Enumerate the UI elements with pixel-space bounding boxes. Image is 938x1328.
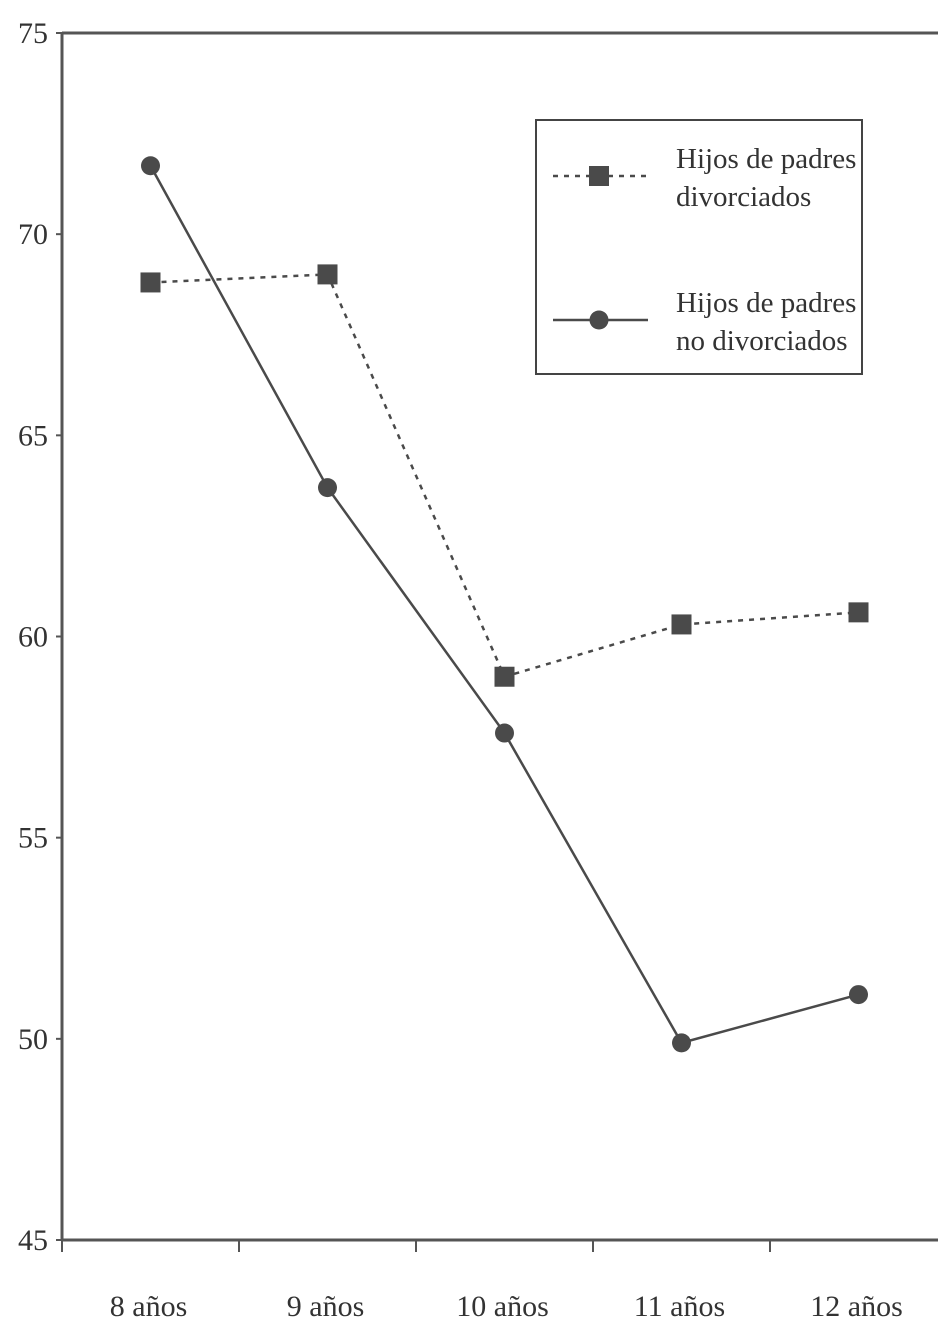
y-tick-label: 60: [18, 621, 48, 654]
series-2: [141, 156, 868, 1053]
x-tick-label: 12 años: [810, 1290, 903, 1323]
circle-marker: [495, 723, 514, 743]
y-tick-label: 55: [18, 822, 48, 855]
square-marker: [848, 602, 869, 623]
legend-entry-1: Hijos de padres divorciados: [553, 143, 856, 213]
x-axis-ticks: 8 años 9 años 10 años 11 años 12 años: [61, 1240, 903, 1323]
x-tick-label: 11 años: [634, 1290, 725, 1323]
legend-label: Hijos de padres: [676, 143, 856, 175]
square-marker: [494, 666, 515, 687]
square-marker: [671, 614, 692, 635]
x-tick-label: 10 años: [456, 1290, 549, 1323]
series-layer: [140, 156, 869, 1053]
y-tick-label: 50: [18, 1023, 48, 1056]
legend-box: [535, 119, 863, 375]
series-1: [140, 264, 869, 687]
circle-marker: [318, 478, 337, 498]
legend-label: divorciados: [676, 181, 811, 213]
y-tick-label: 70: [18, 218, 48, 251]
x-tick-label: 8 años: [110, 1290, 188, 1323]
y-tick-label: 75: [18, 17, 48, 50]
y-axis-ticks: 45 50 55 60 65 70 75: [18, 17, 62, 1257]
legend-label: Hijos de padres: [676, 287, 856, 319]
circle-marker: [849, 985, 868, 1005]
legend-label: no divorciados: [676, 325, 848, 357]
circle-marker: [141, 156, 160, 176]
y-tick-label: 45: [18, 1224, 48, 1257]
circle-marker: [672, 1033, 691, 1053]
legend-square-marker: [589, 166, 609, 186]
square-marker: [317, 264, 338, 285]
square-marker: [140, 272, 161, 293]
legend-circle-marker: [589, 310, 609, 330]
legend-entry-2: Hijos de padres no divorciados: [553, 287, 856, 357]
x-tick-label: 9 años: [287, 1290, 365, 1323]
y-tick-label: 65: [18, 419, 48, 452]
